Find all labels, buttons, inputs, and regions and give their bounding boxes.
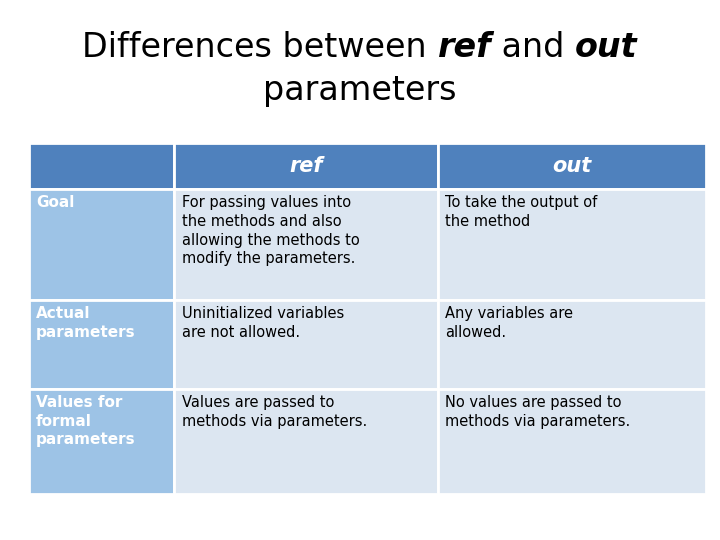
Bar xyxy=(438,143,706,189)
Bar xyxy=(438,300,706,389)
Bar xyxy=(174,189,438,300)
Bar xyxy=(29,389,174,494)
Bar xyxy=(174,300,438,389)
Bar xyxy=(29,143,174,189)
Text: out: out xyxy=(552,156,592,176)
Text: Any variables are
allowed.: Any variables are allowed. xyxy=(446,306,573,340)
Bar xyxy=(174,143,438,189)
Text: ref: ref xyxy=(289,156,323,176)
Text: and: and xyxy=(491,31,575,64)
Text: ref: ref xyxy=(438,31,491,64)
Text: Differences between: Differences between xyxy=(82,31,438,64)
Text: Uninitialized variables
are not allowed.: Uninitialized variables are not allowed. xyxy=(181,306,343,340)
Text: Values for
formal
parameters: Values for formal parameters xyxy=(36,395,135,448)
Bar xyxy=(438,189,706,300)
Text: For passing values into
the methods and also
allowing the methods to
modify the : For passing values into the methods and … xyxy=(181,195,359,266)
Text: No values are passed to
methods via parameters.: No values are passed to methods via para… xyxy=(446,395,631,429)
Text: parameters: parameters xyxy=(264,74,456,107)
Bar xyxy=(29,300,174,389)
Text: Values are passed to
methods via parameters.: Values are passed to methods via paramet… xyxy=(181,395,366,429)
Text: To take the output of
the method: To take the output of the method xyxy=(446,195,598,229)
Bar xyxy=(438,389,706,494)
Text: out: out xyxy=(575,31,638,64)
Bar xyxy=(29,189,174,300)
Text: Actual
parameters: Actual parameters xyxy=(36,306,135,340)
Bar xyxy=(174,389,438,494)
Text: Goal: Goal xyxy=(36,195,74,211)
